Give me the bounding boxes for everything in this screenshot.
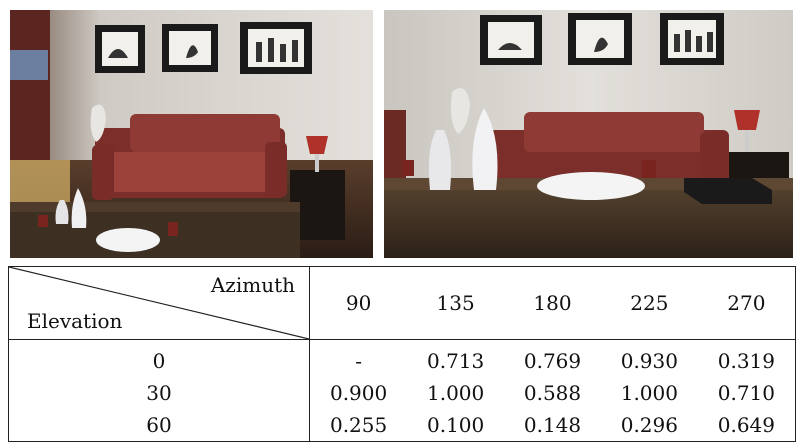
- table-cell: 1.000: [620, 380, 678, 405]
- elevation-label: Elevation: [27, 309, 123, 334]
- scene-image-right: [384, 10, 793, 258]
- sofa-right: [489, 112, 729, 185]
- table-cell: 0.296: [600, 408, 698, 442]
- living-room-render-left: [10, 10, 373, 258]
- results-table-wrap: Azimuth Elevation 90 135 180 225 270 0 -…: [8, 265, 796, 442]
- azimuth-label: Azimuth: [210, 273, 295, 298]
- table-cell: 0.930: [620, 348, 678, 373]
- elevation-value: 30: [8, 376, 310, 409]
- table-cell: 1.000: [427, 380, 485, 405]
- diagonal-header-cell: Azimuth Elevation: [8, 265, 310, 341]
- table-row: 30 0.900 1.000 0.588 1.000 0.710: [8, 376, 796, 409]
- elevation-value: 60: [8, 408, 310, 442]
- azimuth-header: 90: [309, 265, 408, 341]
- azimuth-header: 225: [600, 265, 698, 341]
- sofa-left: [92, 114, 287, 200]
- azimuth-header: 135: [407, 265, 505, 341]
- table-row: 0 - 0.713 0.769 0.930 0.319: [8, 339, 796, 377]
- table-cell: 0.769: [523, 348, 582, 373]
- table-cell: 0.319: [697, 339, 796, 377]
- picture-frames-left: [95, 22, 312, 74]
- results-table: Azimuth Elevation 90 135 180 225 270 0 -…: [8, 265, 796, 442]
- living-room-render-right: [384, 10, 793, 258]
- scene-image-left: [10, 10, 373, 258]
- table-header-row: Azimuth Elevation 90 135 180 225 270: [8, 265, 796, 341]
- elevation-value: 0: [8, 339, 310, 377]
- table-cell: 0.588: [523, 380, 582, 405]
- table-cell: 0.649: [697, 408, 796, 442]
- table-cell: -: [355, 348, 362, 373]
- table-cell: 0.100: [407, 408, 505, 442]
- table-cell: 0.713: [427, 348, 485, 373]
- table-row: 60 0.255 0.100 0.148 0.296 0.649: [8, 408, 796, 442]
- table-cell: 0.710: [697, 376, 796, 409]
- azimuth-header: 270: [697, 265, 796, 341]
- table-cell: 0.148: [504, 408, 601, 442]
- diagonal-divider: [9, 267, 309, 340]
- table-cell: 0.255: [309, 408, 408, 442]
- table-cell: 0.900: [329, 380, 388, 405]
- azimuth-header: 180: [504, 265, 601, 341]
- picture-frames-right: [480, 13, 724, 65]
